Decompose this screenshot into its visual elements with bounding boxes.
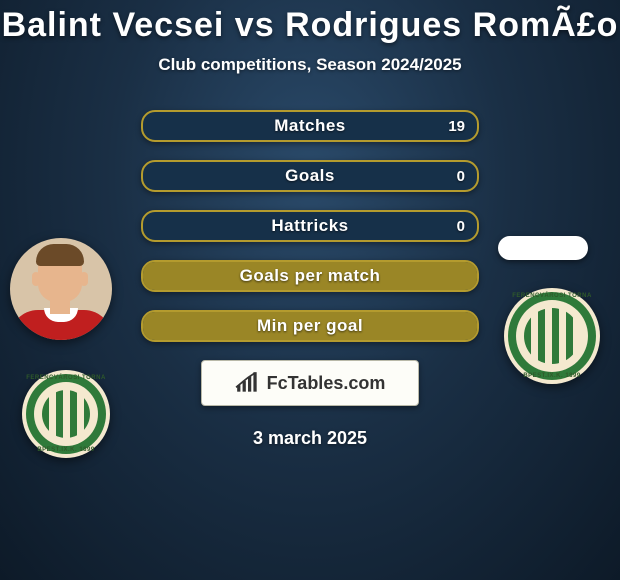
crest-top-text: FERENCVÁROSI TORNA [504, 293, 600, 299]
stat-bar: 19Matches [141, 110, 479, 142]
comparison-stage: FERENCVÁROSI TORNA BPEST.IX.K. 1899 FERE… [0, 110, 620, 449]
player-left-avatar [10, 238, 112, 340]
crest-bot-text: BPEST.IX.K. 1899 [504, 373, 600, 379]
stat-label: Min per goal [143, 312, 477, 340]
player-right-avatar [498, 236, 588, 260]
stat-label: Hattricks [143, 212, 477, 240]
club-crest-right: FERENCVÁROSI TORNA BPEST.IX.K. 1899 [504, 288, 600, 384]
title-player-right: Rodrigues RomÃ£o [285, 6, 618, 44]
stat-bar: Min per goal [141, 310, 479, 342]
stat-bar: 0Goals [141, 160, 479, 192]
stat-bar: 0Hattricks [141, 210, 479, 242]
page-title: Balint Vecsei vs Rodrigues RomÃ£o [0, 0, 620, 45]
title-vs: vs [235, 6, 275, 44]
crest-bot-text: BPEST.IX.K. 1899 [22, 447, 110, 453]
title-player-left: Balint Vecsei [2, 6, 225, 44]
stat-label: Goals [143, 162, 477, 190]
stat-label: Matches [143, 112, 477, 140]
brand-badge: FcTables.com [201, 360, 419, 406]
bar-chart-icon [235, 372, 261, 394]
crest-top-text: FERENCVÁROSI TORNA [22, 375, 110, 381]
stat-bar: Goals per match [141, 260, 479, 292]
stat-label: Goals per match [143, 262, 477, 290]
brand-text: FcTables.com [267, 373, 386, 394]
subtitle: Club competitions, Season 2024/2025 [0, 55, 620, 75]
stat-bars: 19Matches 0Goals 0Hattricks Goals per match… [141, 110, 479, 342]
club-crest-left: FERENCVÁROSI TORNA BPEST.IX.K. 1899 [22, 370, 110, 458]
